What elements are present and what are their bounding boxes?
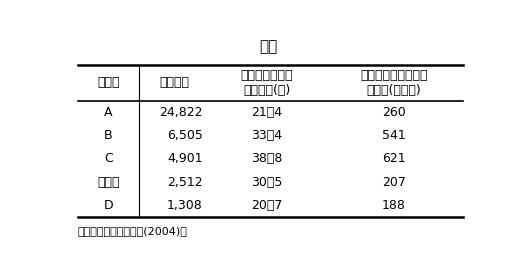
- Text: 21．4: 21．4: [251, 106, 282, 119]
- Text: 541: 541: [382, 129, 406, 142]
- Text: B: B: [104, 129, 113, 142]
- Text: 24,822: 24,822: [159, 106, 203, 119]
- Text: D: D: [104, 199, 113, 212]
- Text: 20．7: 20．7: [251, 199, 282, 212]
- Text: 1,308: 1,308: [167, 199, 203, 212]
- Text: 事業所数: 事業所数: [159, 76, 189, 89]
- Text: 38．8: 38．8: [251, 153, 282, 166]
- Text: A: A: [104, 106, 113, 119]
- Text: 6,505: 6,505: [167, 129, 203, 142]
- Text: 621: 621: [382, 153, 406, 166]
- Text: 188: 188: [382, 199, 406, 212]
- Text: 4,901: 4,901: [167, 153, 203, 166]
- Text: 30．5: 30．5: [251, 176, 282, 189]
- Text: １事業所あたり付加
価値額(百万円): １事業所あたり付加 価値額(百万円): [361, 69, 428, 97]
- Text: 2,512: 2,512: [167, 176, 203, 189]
- Text: 秋　田: 秋 田: [97, 176, 120, 189]
- Text: 表１: 表１: [259, 39, 278, 54]
- Text: C: C: [104, 153, 113, 166]
- Text: １事業所あたり
従業者数(人): １事業所あたり 従業者数(人): [241, 69, 293, 97]
- Text: 資料：『工業統計表』(2004)。: 資料：『工業統計表』(2004)。: [78, 226, 188, 236]
- Text: 260: 260: [382, 106, 406, 119]
- Text: 33．4: 33．4: [251, 129, 282, 142]
- Text: 207: 207: [382, 176, 406, 189]
- Text: 府　県: 府 県: [97, 76, 120, 89]
